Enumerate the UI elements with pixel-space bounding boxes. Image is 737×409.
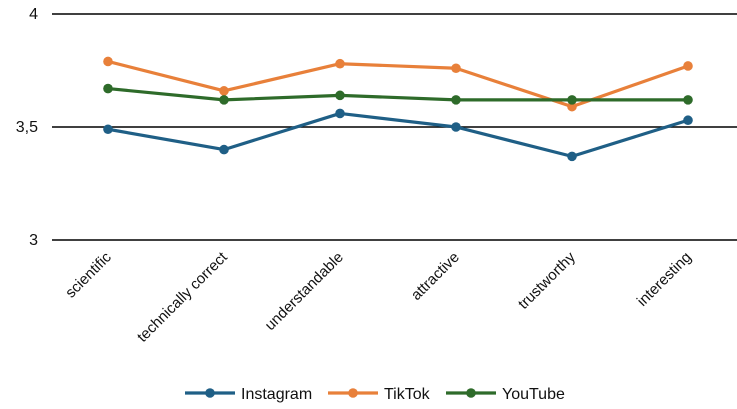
data-point-instagram — [683, 115, 693, 126]
legend-item-youtube: YouTube — [446, 386, 565, 403]
series-lines — [103, 56, 693, 162]
x-tick-label: interesting — [634, 249, 695, 310]
data-point-instagram — [451, 122, 461, 132]
data-point-tiktok — [451, 63, 461, 74]
y-gridlines — [52, 13, 737, 241]
x-tick-label: understandable — [262, 249, 347, 334]
data-point-youtube — [335, 90, 345, 101]
series-line-instagram — [106, 111, 690, 158]
y-tick-label: 3,5 — [16, 119, 38, 136]
legend: Instagram TikTok YouTube — [185, 386, 565, 403]
y-tick-label: 4 — [29, 6, 38, 23]
data-point-instagram — [219, 144, 229, 155]
data-point-instagram — [567, 151, 577, 162]
legend-swatch-marker — [348, 388, 358, 398]
y-tick-labels: 33,54 — [16, 6, 38, 249]
legend-label: TikTok — [384, 386, 431, 403]
data-point-youtube — [219, 95, 229, 105]
data-point-instagram — [335, 108, 345, 119]
legend-label: YouTube — [502, 386, 565, 403]
legend-item-tiktok: TikTok — [328, 386, 431, 403]
legend-label: Instagram — [241, 386, 312, 403]
x-tick-label: attractive — [408, 249, 463, 304]
x-tick-label: technically correct — [134, 248, 231, 345]
legend-swatch-marker — [205, 388, 215, 398]
data-point-youtube — [567, 95, 577, 105]
y-tick-label: 3 — [29, 232, 38, 249]
x-tick-label: trustworthy — [515, 248, 579, 312]
x-tick-label: scientific — [62, 248, 115, 301]
data-point-youtube — [451, 95, 461, 105]
series-line-youtube — [106, 86, 690, 102]
data-point-tiktok — [103, 56, 113, 67]
data-point-tiktok — [567, 101, 577, 112]
data-point-youtube — [683, 95, 693, 105]
data-point-youtube — [103, 83, 113, 94]
legend-item-instagram: Instagram — [185, 386, 312, 403]
x-tick-labels: scientific technically correct understanda… — [62, 248, 695, 345]
data-point-instagram — [103, 124, 113, 135]
data-point-tiktok — [219, 86, 229, 96]
data-point-tiktok — [683, 61, 693, 71]
data-point-tiktok — [335, 58, 345, 69]
legend-swatch-marker — [466, 388, 476, 398]
